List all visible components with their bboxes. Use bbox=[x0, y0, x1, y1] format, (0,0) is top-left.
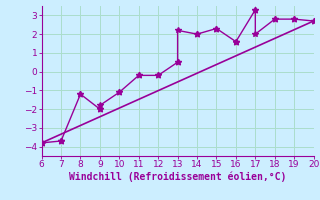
Point bbox=[292, 18, 297, 21]
Point bbox=[195, 33, 200, 36]
X-axis label: Windchill (Refroidissement éolien,°C): Windchill (Refroidissement éolien,°C) bbox=[69, 172, 286, 182]
Point bbox=[59, 139, 64, 143]
Point bbox=[78, 93, 83, 96]
Point bbox=[97, 108, 102, 111]
Point bbox=[311, 19, 316, 23]
Point bbox=[175, 61, 180, 64]
Point bbox=[214, 27, 219, 30]
Point bbox=[156, 74, 161, 77]
Point bbox=[253, 8, 258, 11]
Point bbox=[136, 74, 141, 77]
Point bbox=[39, 141, 44, 144]
Point bbox=[272, 18, 277, 21]
Point bbox=[233, 40, 238, 43]
Point bbox=[117, 91, 122, 94]
